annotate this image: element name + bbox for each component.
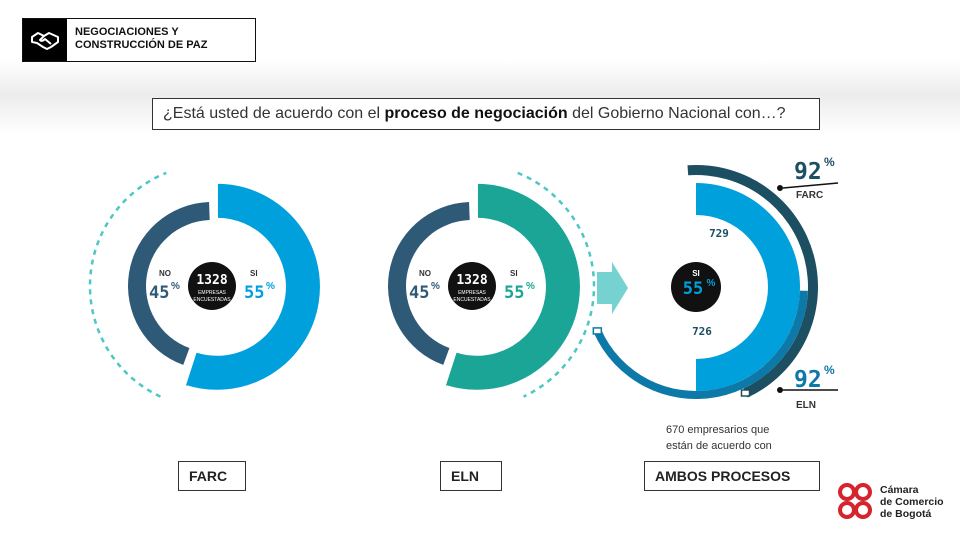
- unit-no: %: [171, 281, 180, 292]
- center-line-1: EMPRESAS: [458, 290, 486, 296]
- question-prefix: ¿Está usted de acuerdo con el: [163, 105, 385, 122]
- logo-line-2: de Comercio: [880, 496, 944, 508]
- callout-line-farc: [782, 182, 839, 189]
- chart-label-eln: ELN: [440, 461, 502, 491]
- center-value-si: 55: [683, 279, 703, 299]
- logo-line-1: Cámara: [880, 484, 919, 496]
- center-line-2: ENCUESTADAS: [453, 297, 491, 303]
- count-eln: 726: [692, 325, 712, 338]
- pct-eln: 92: [794, 367, 822, 393]
- value-si: 55: [244, 283, 264, 303]
- center-badge-ambos: [671, 262, 721, 312]
- logo-line-3: de Bogotá: [880, 508, 932, 520]
- survey-question: ¿Está usted de acuerdo con el proceso de…: [152, 98, 820, 130]
- logo-text: Cámara de Comercio de Bogotá: [880, 484, 944, 520]
- count-farc-label: FARC: [705, 239, 732, 250]
- unit-no: %: [431, 281, 440, 292]
- center-badge: [188, 262, 236, 310]
- pct-eln-unit: %: [824, 363, 835, 377]
- label-si: SI: [250, 269, 258, 278]
- callout-dot-eln: [777, 387, 783, 393]
- inner-half-ring: [696, 183, 800, 391]
- footnote-text: 670 empresarios que están de acuerdo con: [666, 424, 772, 452]
- slice-no: [387, 202, 470, 365]
- outer-arc-eln-end: [592, 327, 603, 335]
- label-no: NO: [419, 269, 431, 278]
- center-line-1: EMPRESAS: [198, 290, 226, 296]
- center-count: 1328: [456, 273, 487, 288]
- label-si: SI: [510, 269, 518, 278]
- pct-farc-label: FARC: [796, 190, 823, 201]
- count-farc: 729: [709, 227, 729, 240]
- question-bold: proceso de negociación: [384, 105, 568, 122]
- chart-label-ambos: AMBOS PROCESOS: [644, 461, 820, 491]
- slice-si: [443, 181, 582, 392]
- section-title: NEGOCIACIONES Y CONSTRUCCIÓN DE PAZ: [75, 26, 208, 51]
- section-header: NEGOCIACIONES Y CONSTRUCCIÓN DE PAZ: [22, 18, 256, 62]
- pct-eln-label: ELN: [796, 400, 816, 411]
- value-no: 45: [409, 283, 429, 303]
- handshake-icon: [23, 19, 67, 61]
- logo-mark-icon: [838, 483, 872, 519]
- value-no: 45: [149, 283, 169, 303]
- slice-si: [183, 181, 322, 392]
- center-badge: [448, 262, 496, 310]
- center-line-2: ENCUESTADAS: [193, 297, 231, 303]
- center-unit-si: %: [707, 278, 716, 289]
- callout-dot-farc: [777, 185, 783, 191]
- center-label-si: SI: [692, 269, 700, 278]
- slice-no: [127, 202, 210, 365]
- center-count: 1328: [196, 273, 227, 288]
- dashed-arc: [517, 171, 596, 398]
- arrow-icon: [597, 262, 628, 314]
- pct-farc: 92: [794, 159, 822, 185]
- chart-label-farc: FARC: [178, 461, 246, 491]
- dashed-arc: [88, 171, 167, 398]
- value-si: 55: [504, 283, 524, 303]
- camara-comercio-logo: Cámara de Comercio de Bogotá: [836, 482, 952, 522]
- count-eln-label: ELN: [692, 338, 712, 349]
- unit-si: %: [266, 281, 275, 292]
- unit-si: %: [526, 281, 535, 292]
- question-suffix: del Gobierno Nacional con…?: [567, 105, 786, 122]
- pct-farc-unit: %: [824, 155, 835, 169]
- outer-arc-farc-end: [740, 389, 751, 397]
- label-no: NO: [159, 269, 171, 278]
